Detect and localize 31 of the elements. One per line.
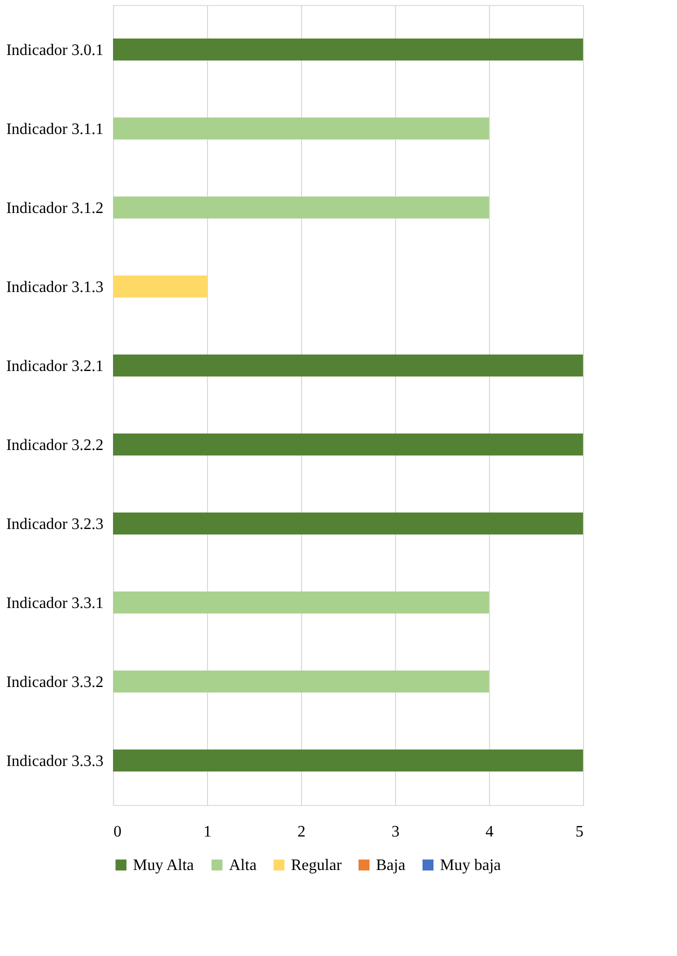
y-tick-label: Indicador 3.1.3 bbox=[6, 279, 104, 296]
bar bbox=[113, 670, 489, 692]
bar bbox=[113, 512, 583, 534]
x-tick-label: 4 bbox=[486, 824, 494, 840]
bar bbox=[113, 750, 583, 772]
legend-label: Alta bbox=[229, 857, 257, 874]
bar bbox=[113, 196, 489, 218]
bar bbox=[113, 118, 489, 140]
y-tick-label: Indicador 3.1.2 bbox=[6, 200, 104, 217]
legend-label: Muy Alta bbox=[133, 857, 194, 874]
x-tick-label: 3 bbox=[392, 824, 400, 840]
bar bbox=[113, 592, 489, 614]
legend-label: Baja bbox=[376, 857, 406, 874]
y-tick-label: Indicador 3.1.1 bbox=[6, 121, 104, 138]
y-tick-label: Indicador 3.2.3 bbox=[6, 516, 104, 533]
bar bbox=[113, 38, 583, 60]
y-tick-label: Indicador 3.3.2 bbox=[6, 674, 104, 691]
x-tick-label: 1 bbox=[204, 824, 212, 840]
x-tick-label: 0 bbox=[114, 824, 122, 840]
legend-label: Regular bbox=[291, 857, 342, 874]
bar bbox=[113, 276, 207, 298]
bar bbox=[113, 434, 583, 456]
legend-label: Muy baja bbox=[440, 857, 501, 874]
y-tick-label: Indicador 3.3.1 bbox=[6, 595, 104, 612]
y-tick-label: Indicador 3.2.2 bbox=[6, 437, 104, 454]
y-tick-label: Indicador 3.3.3 bbox=[6, 753, 104, 770]
bar bbox=[113, 354, 583, 376]
x-tick-label: 2 bbox=[298, 824, 306, 840]
y-tick-label: Indicador 3.2.1 bbox=[6, 358, 104, 375]
x-tick-label: 5 bbox=[576, 824, 584, 840]
y-tick-label: Indicador 3.0.1 bbox=[6, 42, 104, 59]
